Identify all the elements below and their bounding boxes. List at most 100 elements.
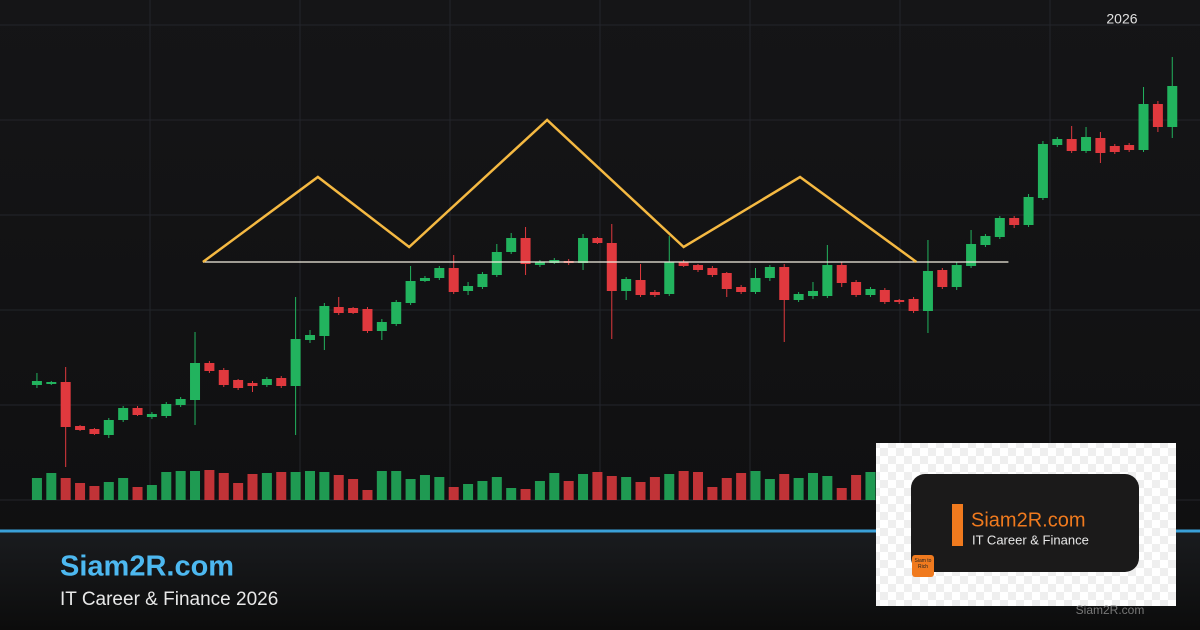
volume-bar: [276, 472, 287, 500]
candle-body: [534, 262, 545, 265]
volume-bar: [851, 475, 862, 500]
logo-box: Siam to Rich: [915, 558, 932, 570]
volume-bar: [362, 490, 373, 500]
candle-body: [218, 370, 229, 385]
volume-bar: [290, 472, 301, 500]
candle-body: [204, 363, 215, 371]
candle-body: [276, 378, 287, 386]
candle-body: [1037, 144, 1048, 198]
volume-bar: [204, 470, 215, 500]
candle-body: [1152, 104, 1163, 127]
volume-bar: [190, 471, 201, 500]
candle-body: [793, 294, 804, 300]
candle-body: [721, 273, 732, 289]
candle-body: [463, 286, 474, 291]
candle-body: [233, 380, 244, 388]
volume-bar: [750, 471, 761, 500]
volume-bar: [621, 477, 632, 500]
candle-body: [908, 299, 919, 311]
candle-body: [894, 300, 905, 302]
volume-bar: [807, 473, 818, 500]
candle-body: [750, 278, 761, 292]
volume-bar: [60, 478, 71, 500]
candle-body: [520, 238, 531, 264]
candle-body: [707, 268, 718, 275]
volume-bar: [319, 472, 330, 500]
candle-body: [333, 307, 344, 313]
candle-body: [1066, 139, 1077, 151]
volume-bar: [333, 475, 344, 500]
candle-body: [362, 309, 373, 331]
candle-body: [606, 243, 617, 291]
volume-bar: [563, 481, 574, 500]
candle-body: [635, 280, 646, 295]
volume-bar: [764, 479, 775, 500]
candle-body: [1081, 137, 1092, 151]
candle-body: [376, 322, 387, 331]
candle-body: [506, 238, 517, 252]
volume-bar: [419, 475, 430, 500]
candle-body: [1124, 145, 1135, 150]
candle-body: [1009, 218, 1020, 225]
candle-body: [391, 302, 402, 324]
candle-body: [75, 426, 86, 430]
volume-bar: [261, 473, 272, 500]
candle-body: [678, 262, 689, 266]
volume-bar: [161, 472, 172, 500]
candle-body: [1023, 197, 1034, 225]
volume-bar: [46, 473, 57, 500]
volume-bar: [822, 476, 833, 500]
candle-body: [592, 238, 603, 243]
volume-bar: [391, 471, 402, 500]
volume-bar: [132, 487, 143, 500]
candle-body: [1167, 86, 1178, 127]
volume-bar: [89, 486, 100, 500]
candle-body: [89, 429, 100, 434]
candle-body: [434, 268, 445, 278]
volume-bar: [836, 488, 847, 500]
volume-bar: [779, 474, 790, 500]
candle-body: [764, 267, 775, 278]
volume-bar: [736, 473, 747, 500]
candle-body: [1109, 146, 1120, 152]
volume-bar: [865, 472, 876, 500]
candle-body: [118, 408, 129, 420]
candle-body: [980, 236, 991, 245]
candle-body: [190, 363, 201, 400]
candle-body: [261, 379, 272, 385]
volume-bar: [534, 481, 545, 500]
volume-bar: [103, 482, 114, 500]
candle-body: [304, 335, 315, 340]
logo: [912, 555, 934, 577]
volume-bar: [175, 471, 186, 500]
candle-body: [693, 265, 704, 270]
candle-body: [477, 274, 488, 287]
candle-body: [994, 218, 1005, 237]
candle-body: [491, 252, 502, 275]
volume-bar: [606, 476, 617, 500]
candle-body: [448, 268, 459, 292]
volume-bar: [707, 487, 718, 500]
candle-body: [405, 281, 416, 303]
volume-bar: [75, 483, 86, 500]
volume-bar: [218, 473, 229, 500]
candle-body: [951, 265, 962, 287]
candle-body: [103, 420, 114, 435]
candle-body: [736, 287, 747, 292]
brand-title: Siam2R.com: [60, 551, 234, 583]
card-subtitle: IT Career & Finance: [972, 532, 1089, 547]
candle-body: [1095, 138, 1106, 153]
candle-body: [146, 414, 157, 417]
volume-bar: [304, 471, 315, 500]
candle-body: [922, 271, 933, 311]
volume-bar: [664, 474, 675, 500]
volume-bar: [247, 474, 258, 500]
volume-bar: [520, 489, 531, 500]
candle-body: [348, 308, 359, 313]
candle-body: [60, 382, 71, 427]
volume-bar: [463, 484, 474, 500]
candle-body: [822, 265, 833, 296]
card: [911, 474, 1139, 572]
volume-bar: [491, 477, 502, 500]
